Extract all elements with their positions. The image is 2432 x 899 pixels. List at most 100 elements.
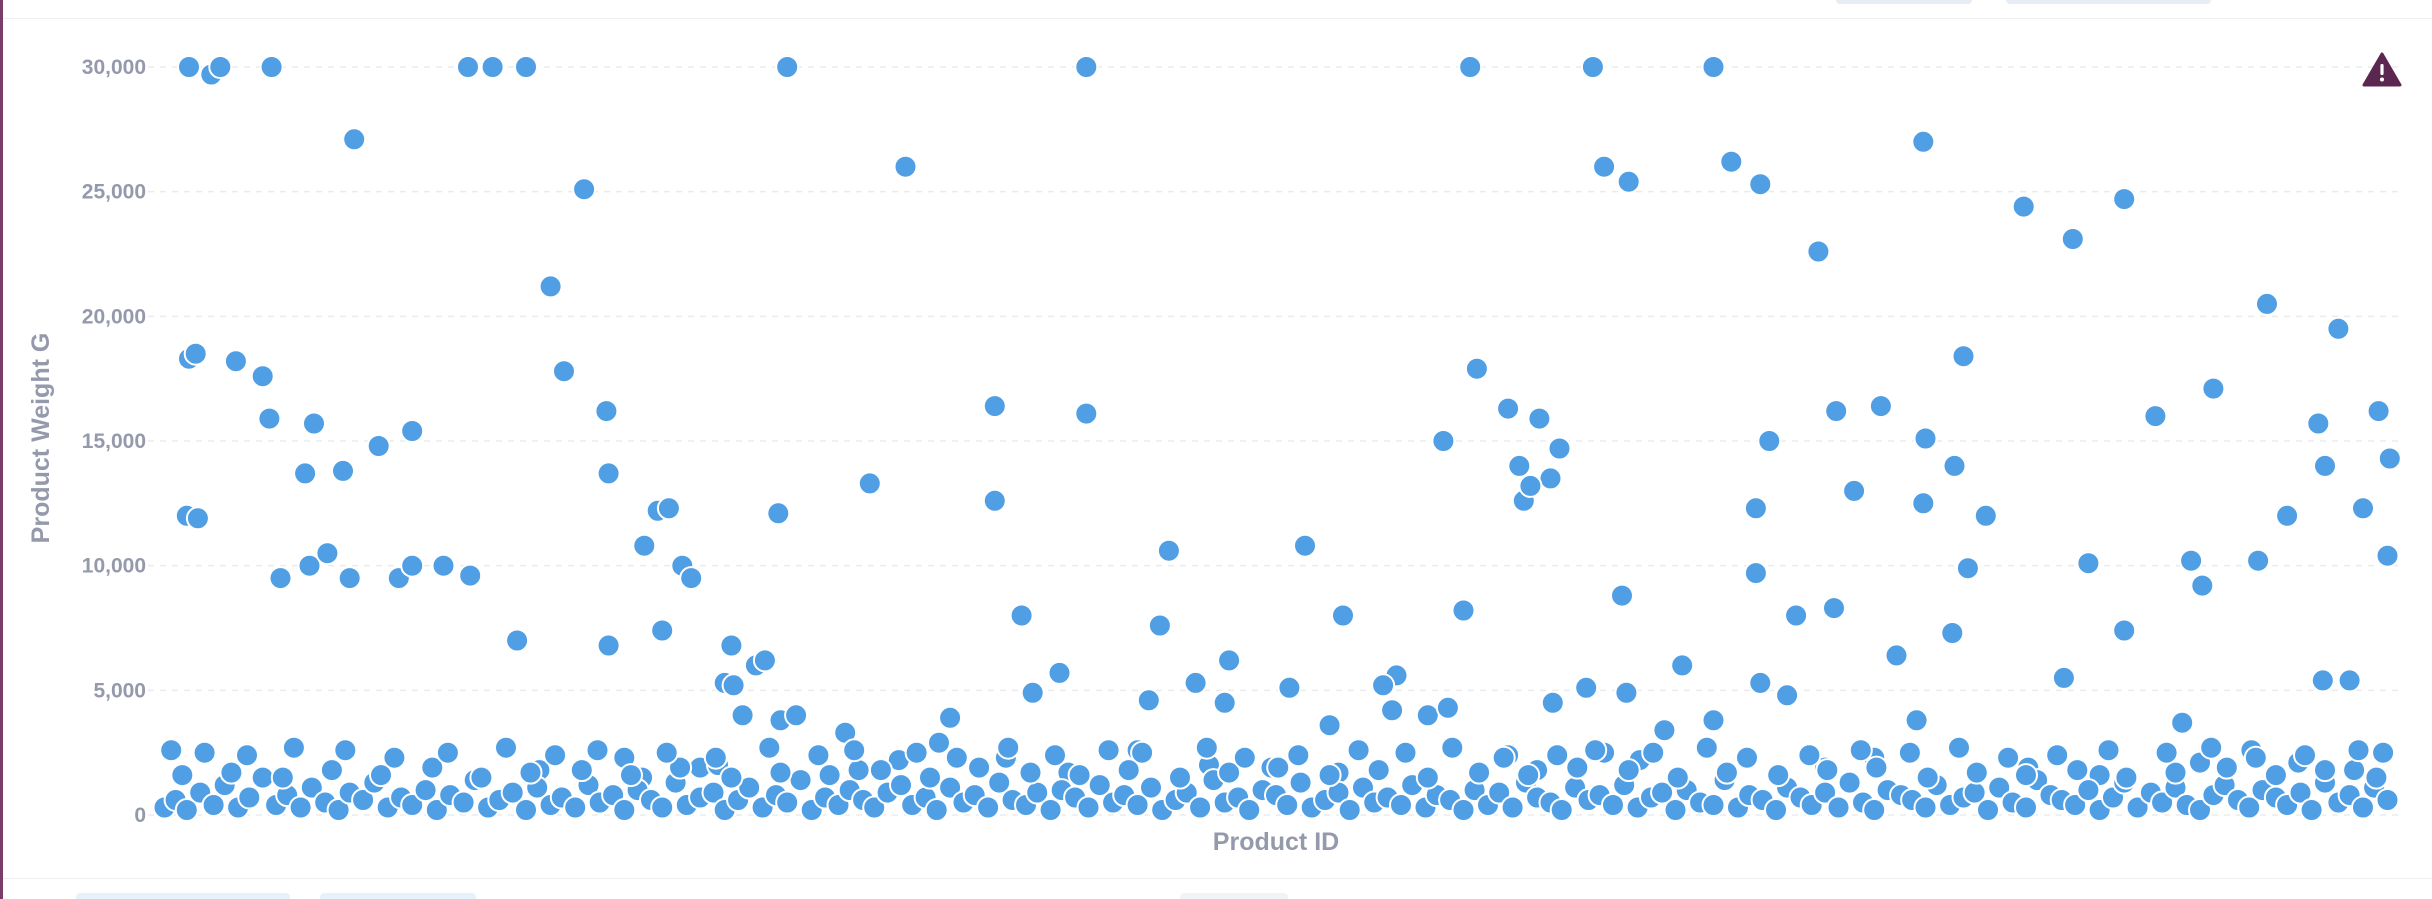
scatter-point[interactable]	[1911, 491, 1936, 516]
scatter-point[interactable]	[619, 763, 643, 788]
scatter-point[interactable]	[2179, 548, 2204, 573]
scatter-point[interactable]	[1431, 429, 1456, 453]
scatter-point[interactable]	[514, 55, 538, 79]
scatter-point[interactable]	[1694, 735, 1719, 760]
scatter-point[interactable]	[259, 55, 284, 79]
scatter-point[interactable]	[1232, 745, 1257, 770]
scatter-point[interactable]	[1784, 603, 1809, 628]
scatter-point[interactable]	[1464, 356, 1489, 381]
scatter-point[interactable]	[1748, 172, 1773, 197]
scatter-point[interactable]	[1868, 394, 1893, 419]
bottom-control-chip-1[interactable]	[76, 893, 290, 899]
scatter-point[interactable]	[538, 274, 563, 299]
scatter-point[interactable]	[703, 745, 728, 770]
scatter-point[interactable]	[996, 735, 1021, 760]
scatter-point[interactable]	[1043, 743, 1067, 768]
scatter-point[interactable]	[2364, 765, 2389, 790]
scatter-point[interactable]	[315, 541, 340, 566]
scatter-point[interactable]	[1540, 690, 1565, 715]
scatter-point[interactable]	[456, 55, 480, 79]
scatter-point[interactable]	[2063, 793, 2088, 817]
scatter-point[interactable]	[1038, 798, 1063, 822]
scatter-point[interactable]	[806, 743, 831, 768]
scatter-point[interactable]	[1496, 396, 1521, 421]
scatter-point[interactable]	[1183, 670, 1208, 695]
scatter-point[interactable]	[842, 738, 867, 763]
scatter-point[interactable]	[2170, 710, 2195, 735]
scatter-point[interactable]	[632, 533, 657, 558]
scatter-point[interactable]	[1547, 436, 1572, 461]
scatter-point[interactable]	[730, 703, 755, 728]
scatter-point[interactable]	[1516, 763, 1541, 788]
scatter-point[interactable]	[1136, 688, 1161, 713]
scatter-point[interactable]	[369, 763, 393, 788]
scatter-point[interactable]	[1130, 740, 1155, 765]
scatter-point[interactable]	[297, 553, 322, 578]
scatter-point[interactable]	[1701, 55, 1726, 79]
scatter-point[interactable]	[288, 795, 313, 820]
scatter-point[interactable]	[719, 765, 744, 790]
scatter-point[interactable]	[1842, 478, 1867, 503]
scatter-point[interactable]	[413, 778, 438, 803]
scatter-point[interactable]	[2154, 740, 2179, 765]
scatter-point[interactable]	[2275, 503, 2300, 528]
scatter-point[interactable]	[1545, 743, 1570, 768]
scatter-point[interactable]	[2150, 790, 2175, 815]
bottom-control-chip-3[interactable]	[1180, 893, 1288, 899]
scatter-point[interactable]	[2214, 755, 2239, 780]
scatter-point[interactable]	[1293, 533, 1317, 558]
scatter-point[interactable]	[250, 364, 275, 389]
scatter-point[interactable]	[342, 127, 367, 152]
scatter-point[interactable]	[480, 55, 505, 79]
scatter-point[interactable]	[1440, 735, 1465, 760]
scatter-point[interactable]	[1884, 643, 1909, 668]
scatter-point[interactable]	[585, 738, 610, 763]
scatter-point[interactable]	[893, 154, 918, 179]
scatter-point[interactable]	[1217, 760, 1242, 785]
scatter-point[interactable]	[2326, 316, 2351, 341]
scatter-point[interactable]	[1797, 743, 1822, 768]
scatter-point[interactable]	[333, 738, 358, 763]
scatter-point[interactable]	[2096, 738, 2121, 763]
scatter-point[interactable]	[1652, 718, 1677, 743]
scatter-point[interactable]	[1500, 795, 1525, 820]
scatter-point[interactable]	[2288, 780, 2313, 805]
scatter-point[interactable]	[2263, 763, 2288, 788]
scatter-point[interactable]	[331, 458, 355, 483]
scatter-point[interactable]	[2313, 758, 2337, 783]
scatter-point[interactable]	[1665, 765, 1690, 790]
scatter-point[interactable]	[1714, 760, 1739, 785]
scatter-point[interactable]	[2114, 765, 2139, 790]
scatter-point[interactable]	[2011, 194, 2036, 219]
scatter-point[interactable]	[1467, 760, 1492, 785]
scatter-point[interactable]	[596, 633, 621, 658]
scatter-point[interactable]	[2366, 399, 2391, 424]
scatter-point[interactable]	[1735, 745, 1759, 770]
scatter-point[interactable]	[1775, 683, 1800, 708]
scatter-point[interactable]	[435, 740, 460, 765]
scatter-point[interactable]	[2243, 745, 2268, 770]
scatter-point[interactable]	[431, 553, 456, 578]
scatter-point[interactable]	[366, 434, 391, 458]
scatter-point[interactable]	[594, 399, 619, 424]
scatter-point[interactable]	[1096, 738, 1121, 763]
scatter-point[interactable]	[1380, 698, 1405, 723]
scatter-point[interactable]	[1168, 765, 1192, 790]
scatter-point[interactable]	[612, 798, 637, 822]
scatter-point[interactable]	[944, 745, 969, 770]
scatter-point[interactable]	[1826, 795, 1851, 820]
scatter-point[interactable]	[1458, 55, 1483, 79]
scatter-point[interactable]	[1864, 755, 1889, 780]
scatter-point[interactable]	[569, 758, 594, 783]
scatter-point[interactable]	[1913, 795, 1938, 820]
scatter-point[interactable]	[1583, 738, 1608, 763]
scatter-point[interactable]	[967, 755, 992, 780]
scatter-point[interactable]	[2371, 740, 2396, 765]
top-control-chip-1[interactable]	[1836, 0, 1972, 4]
scatter-point[interactable]	[775, 55, 800, 79]
scatter-point[interactable]	[1592, 154, 1617, 179]
scatter-point[interactable]	[2375, 543, 2400, 568]
scatter-point[interactable]	[1074, 55, 1099, 79]
scatter-point[interactable]	[1194, 735, 1219, 760]
scatter-point[interactable]	[494, 735, 518, 760]
